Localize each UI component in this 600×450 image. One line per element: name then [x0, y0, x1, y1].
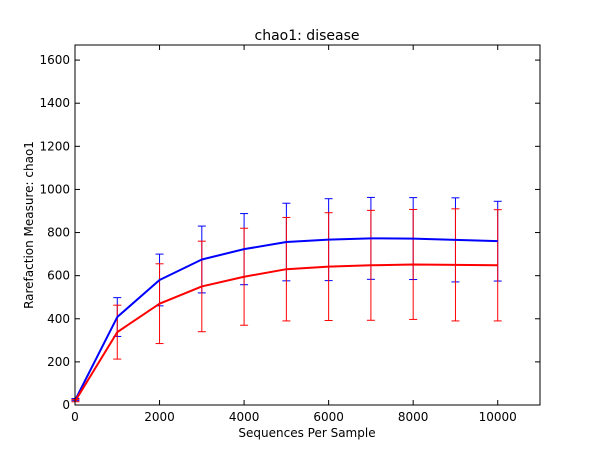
y-tick-label: 200 — [47, 355, 70, 369]
x-tick-label: 0 — [71, 410, 79, 424]
series-1-line — [74, 263, 498, 402]
y-tick-label: 1200 — [39, 139, 70, 153]
y-tick-label: 400 — [47, 312, 70, 326]
chart-title: chao1: disease — [255, 28, 360, 44]
x-tick-label: 8000 — [398, 410, 429, 424]
x-tick-label: 4000 — [229, 410, 260, 424]
series-1-errorbars — [71, 208, 502, 403]
y-tick-label: 1000 — [39, 182, 70, 196]
y-tick-label: 1600 — [39, 53, 70, 67]
y-tick-label: 1400 — [39, 96, 70, 110]
x-tick-label: 6000 — [313, 410, 344, 424]
series-0-line — [74, 237, 498, 401]
plot-area — [71, 196, 502, 403]
y-tick-label: 0 — [62, 398, 70, 412]
y-tick-label: 800 — [47, 226, 70, 240]
y-tick-label: 600 — [47, 269, 70, 283]
x-axis-label: Sequences Per Sample — [238, 426, 375, 440]
x-tick-label: 2000 — [144, 410, 175, 424]
axis-ticks: 0 2000 4000 6000 8000 10000 0 200 400 600 800 1000 1… — [39, 45, 540, 424]
plot-frame — [74, 44, 541, 406]
x-tick-label: 10000 — [479, 410, 517, 424]
y-axis-label: Rarefaction Measure: chao1 — [22, 141, 36, 309]
